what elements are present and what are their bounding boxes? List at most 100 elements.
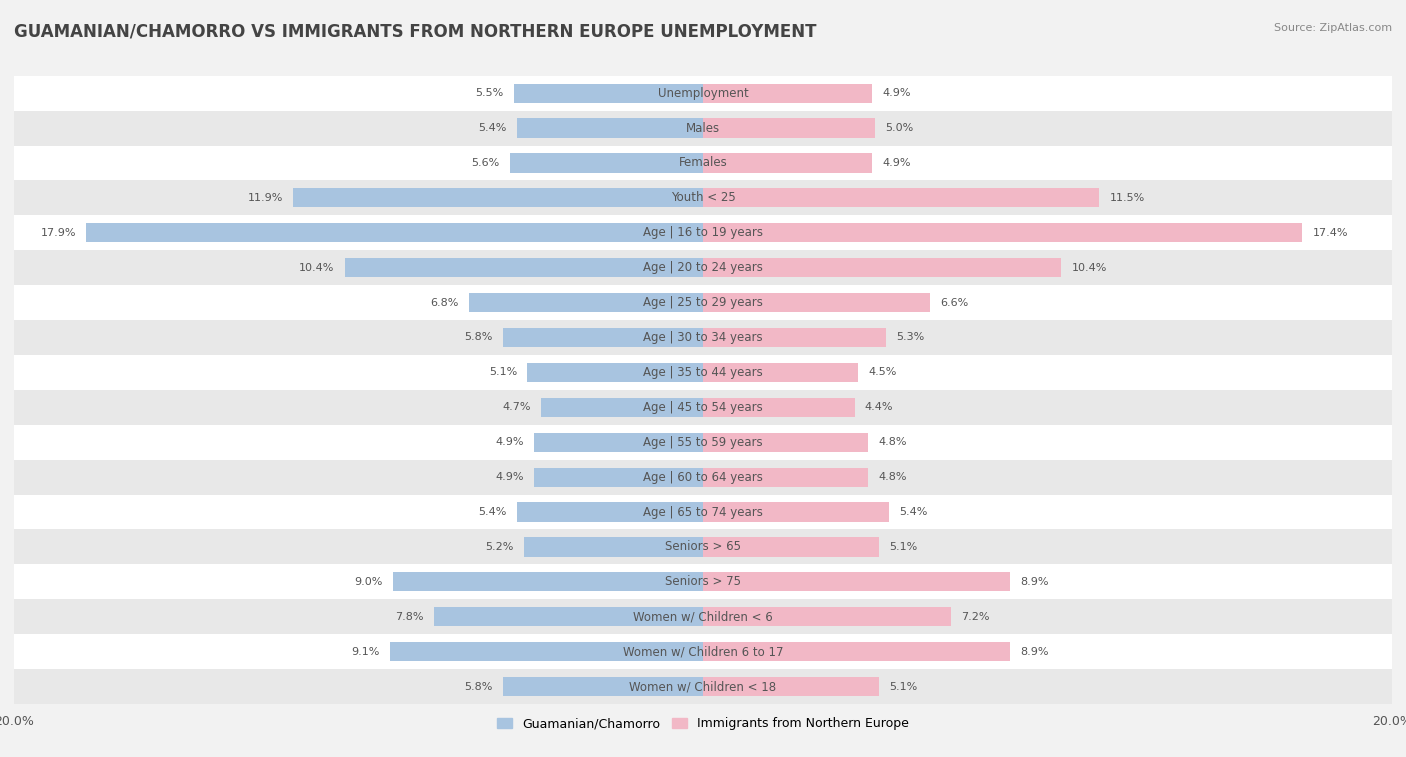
Text: 4.9%: 4.9% bbox=[495, 438, 524, 447]
Text: GUAMANIAN/CHAMORRO VS IMMIGRANTS FROM NORTHERN EUROPE UNEMPLOYMENT: GUAMANIAN/CHAMORRO VS IMMIGRANTS FROM NO… bbox=[14, 23, 817, 41]
Bar bbox=[14, 459, 1392, 494]
Bar bbox=[14, 251, 1392, 285]
Bar bbox=[534, 432, 703, 452]
Text: 5.4%: 5.4% bbox=[900, 507, 928, 517]
Text: 5.2%: 5.2% bbox=[485, 542, 513, 552]
Bar bbox=[14, 565, 1392, 600]
Text: 4.4%: 4.4% bbox=[865, 402, 893, 413]
Bar bbox=[14, 634, 1392, 669]
Text: Women w/ Children 6 to 17: Women w/ Children 6 to 17 bbox=[623, 645, 783, 658]
Text: 9.0%: 9.0% bbox=[354, 577, 382, 587]
Legend: Guamanian/Chamorro, Immigrants from Northern Europe: Guamanian/Chamorro, Immigrants from Nort… bbox=[492, 712, 914, 736]
Text: 5.8%: 5.8% bbox=[464, 332, 494, 342]
Text: 10.4%: 10.4% bbox=[1071, 263, 1107, 273]
Bar bbox=[14, 669, 1392, 704]
Bar bbox=[434, 607, 703, 626]
Text: 4.9%: 4.9% bbox=[495, 472, 524, 482]
Bar bbox=[703, 83, 872, 103]
Bar bbox=[14, 600, 1392, 634]
Text: Age | 60 to 64 years: Age | 60 to 64 years bbox=[643, 471, 763, 484]
Text: 4.9%: 4.9% bbox=[882, 158, 911, 168]
Bar bbox=[517, 118, 703, 138]
Text: Age | 55 to 59 years: Age | 55 to 59 years bbox=[643, 436, 763, 449]
Text: 6.6%: 6.6% bbox=[941, 298, 969, 307]
Bar bbox=[703, 432, 869, 452]
Text: Women w/ Children < 6: Women w/ Children < 6 bbox=[633, 610, 773, 623]
Bar bbox=[503, 677, 703, 696]
Bar bbox=[703, 188, 1099, 207]
Bar bbox=[534, 468, 703, 487]
Bar bbox=[468, 293, 703, 312]
Text: 7.2%: 7.2% bbox=[962, 612, 990, 621]
Text: Source: ZipAtlas.com: Source: ZipAtlas.com bbox=[1274, 23, 1392, 33]
Text: 10.4%: 10.4% bbox=[299, 263, 335, 273]
Bar bbox=[14, 145, 1392, 180]
Bar bbox=[14, 390, 1392, 425]
Text: 5.0%: 5.0% bbox=[886, 123, 914, 133]
Text: Age | 20 to 24 years: Age | 20 to 24 years bbox=[643, 261, 763, 274]
Bar bbox=[14, 425, 1392, 459]
Text: 7.8%: 7.8% bbox=[395, 612, 425, 621]
Text: 6.8%: 6.8% bbox=[430, 298, 458, 307]
Text: Age | 30 to 34 years: Age | 30 to 34 years bbox=[643, 331, 763, 344]
Bar bbox=[389, 642, 703, 662]
Bar bbox=[14, 215, 1392, 251]
Bar bbox=[14, 285, 1392, 320]
Bar bbox=[344, 258, 703, 277]
Text: 8.9%: 8.9% bbox=[1019, 577, 1049, 587]
Bar bbox=[703, 397, 855, 417]
Text: 5.3%: 5.3% bbox=[896, 332, 924, 342]
Text: 4.5%: 4.5% bbox=[869, 367, 897, 378]
Bar bbox=[703, 677, 879, 696]
Bar bbox=[703, 503, 889, 522]
Text: Youth < 25: Youth < 25 bbox=[671, 192, 735, 204]
Text: 9.1%: 9.1% bbox=[352, 646, 380, 656]
Text: Seniors > 75: Seniors > 75 bbox=[665, 575, 741, 588]
Text: 5.4%: 5.4% bbox=[478, 123, 506, 133]
Text: 11.9%: 11.9% bbox=[247, 193, 283, 203]
Bar bbox=[527, 363, 703, 382]
Text: 5.1%: 5.1% bbox=[889, 542, 917, 552]
Text: Females: Females bbox=[679, 157, 727, 170]
Bar bbox=[517, 503, 703, 522]
Text: Women w/ Children < 18: Women w/ Children < 18 bbox=[630, 680, 776, 693]
Text: 4.7%: 4.7% bbox=[502, 402, 531, 413]
Bar bbox=[541, 397, 703, 417]
Text: Age | 16 to 19 years: Age | 16 to 19 years bbox=[643, 226, 763, 239]
Bar bbox=[86, 223, 703, 242]
Bar bbox=[14, 180, 1392, 215]
Bar bbox=[703, 363, 858, 382]
Text: 5.5%: 5.5% bbox=[475, 88, 503, 98]
Bar bbox=[14, 529, 1392, 565]
Text: 4.9%: 4.9% bbox=[882, 88, 911, 98]
Text: 5.8%: 5.8% bbox=[464, 681, 494, 692]
Bar bbox=[14, 494, 1392, 529]
Text: 4.8%: 4.8% bbox=[879, 472, 907, 482]
Bar bbox=[503, 328, 703, 347]
Text: 17.9%: 17.9% bbox=[41, 228, 76, 238]
Bar bbox=[703, 572, 1010, 591]
Bar bbox=[14, 355, 1392, 390]
Bar bbox=[703, 468, 869, 487]
Text: Males: Males bbox=[686, 122, 720, 135]
Bar bbox=[14, 111, 1392, 145]
Text: 17.4%: 17.4% bbox=[1313, 228, 1348, 238]
Bar bbox=[703, 607, 950, 626]
Bar bbox=[703, 258, 1062, 277]
Text: 11.5%: 11.5% bbox=[1109, 193, 1144, 203]
Bar bbox=[510, 154, 703, 173]
Text: 8.9%: 8.9% bbox=[1019, 646, 1049, 656]
Bar bbox=[703, 154, 872, 173]
Text: Age | 65 to 74 years: Age | 65 to 74 years bbox=[643, 506, 763, 519]
Bar bbox=[703, 642, 1010, 662]
Text: Seniors > 65: Seniors > 65 bbox=[665, 540, 741, 553]
Bar bbox=[703, 293, 931, 312]
Text: 5.6%: 5.6% bbox=[471, 158, 499, 168]
Bar bbox=[392, 572, 703, 591]
Text: 5.4%: 5.4% bbox=[478, 507, 506, 517]
Text: Age | 35 to 44 years: Age | 35 to 44 years bbox=[643, 366, 763, 379]
Bar bbox=[703, 118, 875, 138]
Bar bbox=[292, 188, 703, 207]
Text: 5.1%: 5.1% bbox=[489, 367, 517, 378]
Bar bbox=[703, 223, 1302, 242]
